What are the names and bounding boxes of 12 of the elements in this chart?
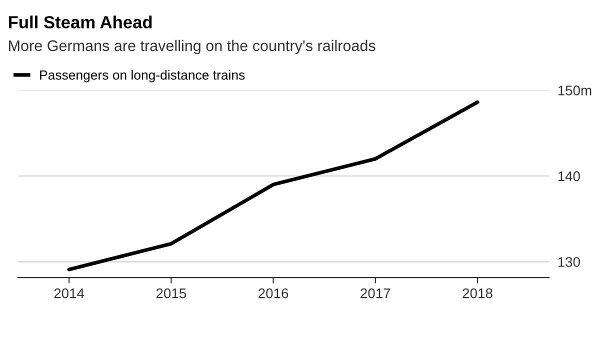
y-tick-label: 130 (558, 257, 580, 267)
y-tick-label: 140 (558, 171, 580, 182)
chart-title: Full Steam Ahead (8, 16, 152, 28)
x-tick-label: 2016 (258, 288, 288, 298)
y-tick-label: 150m (558, 86, 592, 96)
chart-subtitle: More Germans are travelling on the country's railroads (9, 40, 376, 54)
x-tick-label: 2015 (156, 288, 186, 298)
x-tick-label: 2017 (360, 288, 390, 298)
x-tick-label: 2018 (462, 288, 492, 298)
x-tick-label: 2014 (54, 288, 84, 298)
legend-label: Passengers on long-distance trains (40, 70, 245, 82)
line-series (67, 100, 480, 272)
